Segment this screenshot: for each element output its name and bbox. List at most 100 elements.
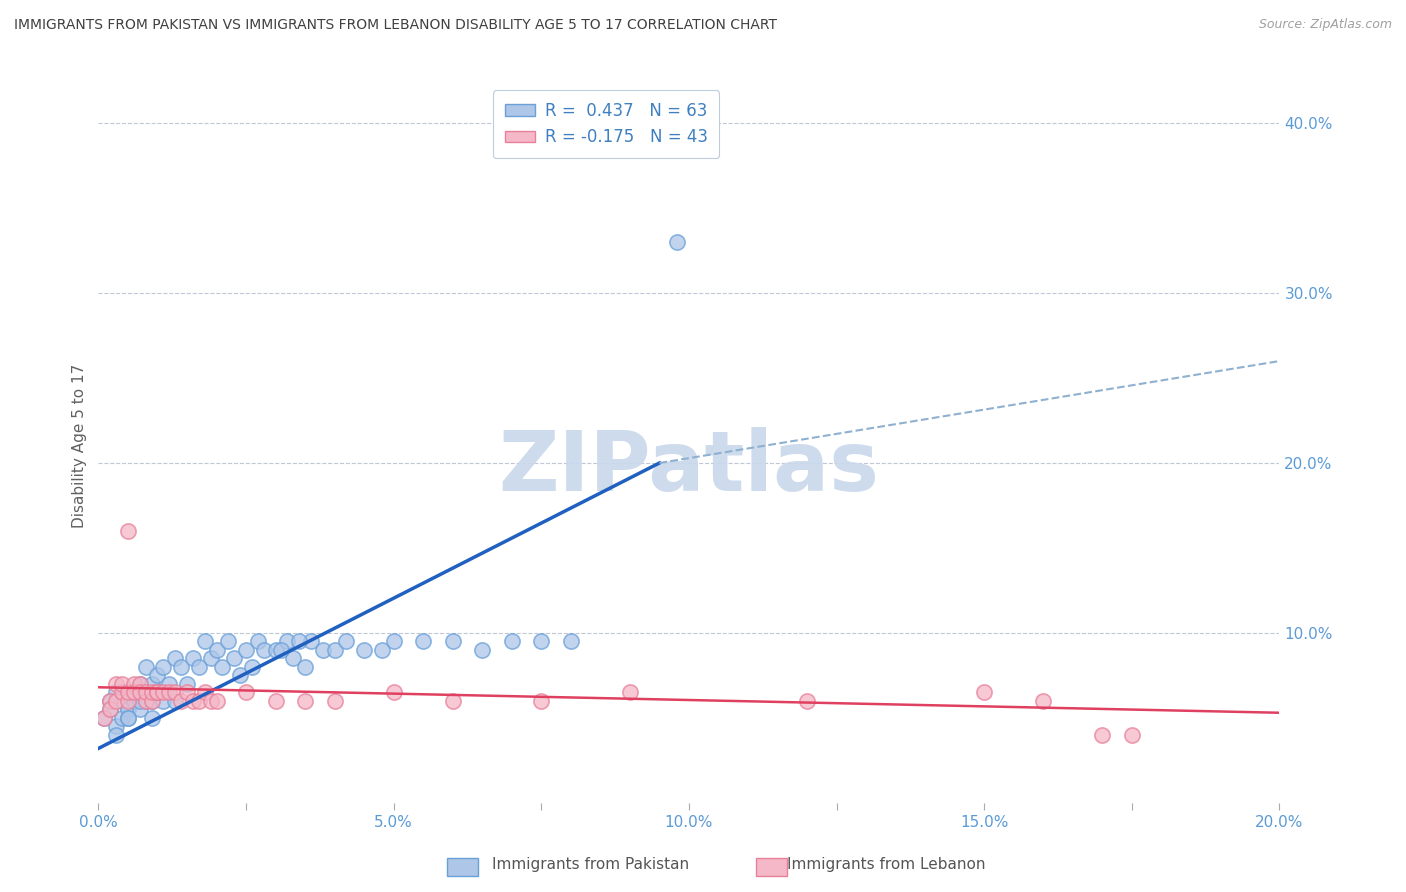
Text: Immigrants from Lebanon: Immigrants from Lebanon — [787, 857, 986, 872]
Point — [187, 660, 209, 674]
Point — [135, 660, 157, 674]
Point — [235, 685, 257, 699]
Point — [205, 643, 228, 657]
Point — [224, 651, 246, 665]
Point — [157, 685, 180, 699]
Point — [117, 711, 139, 725]
Point — [471, 643, 494, 657]
Text: Source: ZipAtlas.com: Source: ZipAtlas.com — [1258, 18, 1392, 31]
Y-axis label: Disability Age 5 to 17: Disability Age 5 to 17 — [72, 364, 87, 528]
Point — [122, 685, 145, 699]
Point — [200, 651, 222, 665]
Point — [382, 634, 405, 648]
Point — [128, 677, 150, 691]
Point — [312, 643, 335, 657]
Point — [1032, 694, 1054, 708]
Point — [165, 685, 187, 699]
Point — [205, 694, 228, 708]
Point — [98, 702, 121, 716]
Point — [165, 651, 187, 665]
Point — [146, 685, 169, 699]
Point — [560, 634, 582, 648]
Point — [323, 694, 346, 708]
Point — [412, 634, 434, 648]
Point — [105, 685, 128, 699]
Point — [141, 685, 163, 699]
Point — [323, 643, 346, 657]
Point — [170, 694, 193, 708]
Point — [176, 685, 198, 699]
Point — [122, 685, 145, 699]
Point — [141, 677, 163, 691]
Point — [530, 634, 553, 648]
Point — [441, 694, 464, 708]
Point — [619, 685, 641, 699]
Point — [152, 685, 174, 699]
Point — [276, 634, 298, 648]
Point — [135, 694, 157, 708]
Point — [382, 685, 405, 699]
Point — [246, 634, 269, 648]
Point — [217, 634, 239, 648]
Point — [288, 634, 311, 648]
Point — [146, 685, 169, 699]
Point — [1121, 728, 1143, 742]
Point — [117, 702, 139, 716]
Point — [371, 643, 394, 657]
Legend: R =  0.437   N = 63, R = -0.175   N = 43: R = 0.437 N = 63, R = -0.175 N = 43 — [494, 90, 720, 158]
Point — [211, 660, 233, 674]
Point — [141, 711, 163, 725]
Point — [229, 668, 252, 682]
Point — [299, 634, 322, 648]
Point — [796, 694, 818, 708]
Point — [146, 685, 169, 699]
Point — [122, 677, 145, 691]
Point — [93, 711, 115, 725]
Point — [128, 702, 150, 716]
Point — [353, 643, 375, 657]
Point — [122, 694, 145, 708]
Point — [128, 677, 150, 691]
Point — [117, 694, 139, 708]
Point — [441, 634, 464, 648]
Point — [135, 694, 157, 708]
Point — [105, 719, 128, 733]
Point — [117, 711, 139, 725]
Point — [240, 660, 263, 674]
Point — [105, 677, 128, 691]
Point — [501, 634, 523, 648]
Point — [335, 634, 357, 648]
Point — [165, 694, 187, 708]
Point — [235, 643, 257, 657]
Point — [128, 694, 150, 708]
Point — [283, 651, 305, 665]
Point — [253, 643, 276, 657]
Point — [152, 694, 174, 708]
Point — [111, 711, 134, 725]
Point — [170, 660, 193, 674]
Point — [194, 685, 217, 699]
Point — [194, 634, 217, 648]
Point — [146, 668, 169, 682]
Point — [666, 235, 689, 249]
Point — [176, 677, 198, 691]
Point — [111, 694, 134, 708]
Point — [117, 685, 139, 699]
Text: IMMIGRANTS FROM PAKISTAN VS IMMIGRANTS FROM LEBANON DISABILITY AGE 5 TO 17 CORRE: IMMIGRANTS FROM PAKISTAN VS IMMIGRANTS F… — [14, 18, 778, 32]
Point — [264, 694, 287, 708]
Point — [187, 694, 209, 708]
Point — [264, 643, 287, 657]
Point — [98, 694, 121, 708]
Point — [105, 694, 128, 708]
Point — [530, 694, 553, 708]
Point — [181, 694, 204, 708]
Point — [93, 711, 115, 725]
Point — [152, 660, 174, 674]
Point — [294, 694, 316, 708]
Point — [141, 694, 163, 708]
Point — [973, 685, 995, 699]
Point — [117, 524, 139, 538]
Point — [128, 685, 150, 699]
Text: ZIPatlas: ZIPatlas — [499, 427, 879, 508]
Point — [141, 694, 163, 708]
